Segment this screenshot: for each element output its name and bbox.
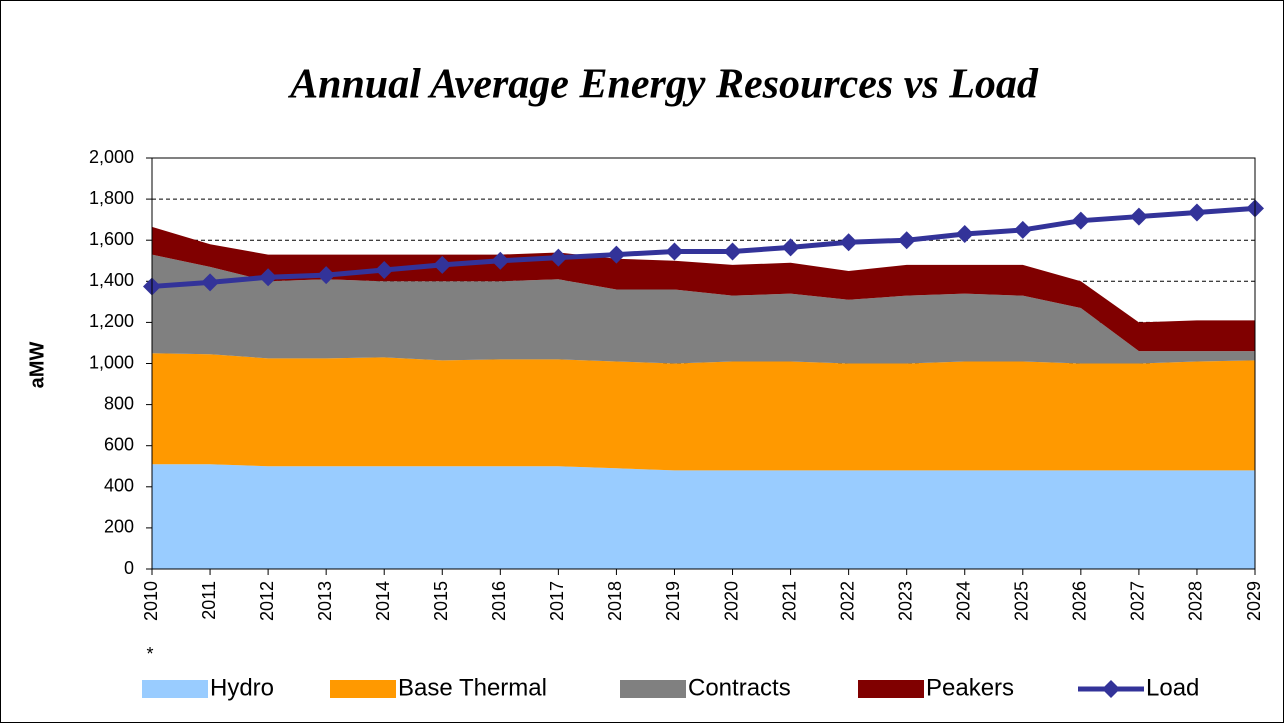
x-tick-label: 2024 <box>953 581 973 621</box>
legend-label: Peakers <box>926 674 1014 701</box>
y-tick-label: 1,400 <box>89 270 134 290</box>
legend-marker <box>1102 680 1120 698</box>
x-tick-label: 2019 <box>663 581 683 621</box>
legend-label: Hydro <box>210 674 274 701</box>
y-tick-label: 200 <box>104 517 134 537</box>
marker <box>375 260 394 279</box>
legend-swatch <box>620 680 686 698</box>
marker <box>839 233 858 252</box>
x-tick-label: 2017 <box>547 581 567 621</box>
marker <box>955 225 974 244</box>
y-tick-label: 1,800 <box>89 188 134 208</box>
y-tick-label: 800 <box>104 393 134 413</box>
legend-label: Base Thermal <box>398 674 547 701</box>
x-tick-label: 2023 <box>895 581 915 621</box>
x-tick-label: 2018 <box>605 581 625 621</box>
marker <box>1013 220 1032 239</box>
x-tick-label: 2021 <box>779 581 799 621</box>
x-tick-label: 2014 <box>373 581 393 621</box>
x-tick-label: 2026 <box>1070 581 1090 621</box>
x-tick-label: 2013 <box>315 581 335 621</box>
x-tick-label: 2010 <box>141 581 161 621</box>
y-tick-label: 1,000 <box>89 352 134 372</box>
y-axis-label: aMW <box>26 342 48 389</box>
x-tick-label: 2027 <box>1128 581 1148 621</box>
area <box>152 254 1255 364</box>
marker <box>201 273 220 292</box>
marker <box>665 242 684 261</box>
legend-swatch <box>858 680 924 698</box>
marker <box>549 248 568 267</box>
legend-swatch <box>330 680 396 698</box>
x-tick-label: 2025 <box>1012 581 1032 621</box>
area <box>152 226 1255 352</box>
x-tick-label: 2016 <box>489 581 509 621</box>
line <box>151 205 1256 289</box>
annotation: * <box>146 644 153 664</box>
marker <box>317 266 336 285</box>
x-tick-label: 2022 <box>837 581 857 621</box>
y-tick-label: 0 <box>124 558 134 578</box>
marker <box>1071 211 1090 230</box>
marker <box>607 245 626 264</box>
marker <box>897 231 916 250</box>
chart-title: Annual Average Energy Resources vs Load <box>287 62 1039 108</box>
marker <box>259 268 278 287</box>
x-tick-label: 2029 <box>1244 581 1264 621</box>
marker <box>723 242 742 261</box>
y-tick-label: 400 <box>104 476 134 496</box>
area <box>152 464 1255 569</box>
legend-label: Load <box>1146 674 1199 701</box>
y-tick-label: 1,600 <box>89 229 134 249</box>
y-tick-label: 600 <box>104 434 134 454</box>
marker <box>1187 203 1206 222</box>
marker <box>491 251 510 270</box>
marker <box>1129 207 1148 226</box>
y-tick-label: 1,200 <box>89 311 134 331</box>
legend-label: Contracts <box>688 674 791 701</box>
marker <box>433 255 452 274</box>
x-tick-label: 2011 <box>199 581 219 620</box>
x-tick-label: 2020 <box>721 581 741 621</box>
area <box>152 353 1255 471</box>
plot-frame <box>151 157 1256 570</box>
x-tick-label: 2015 <box>431 581 451 621</box>
y-tick-label: 2,000 <box>89 147 134 167</box>
legend-swatch <box>142 680 208 698</box>
x-tick-label: 2028 <box>1186 581 1206 621</box>
marker <box>781 238 800 257</box>
x-tick-label: 2012 <box>257 581 277 621</box>
